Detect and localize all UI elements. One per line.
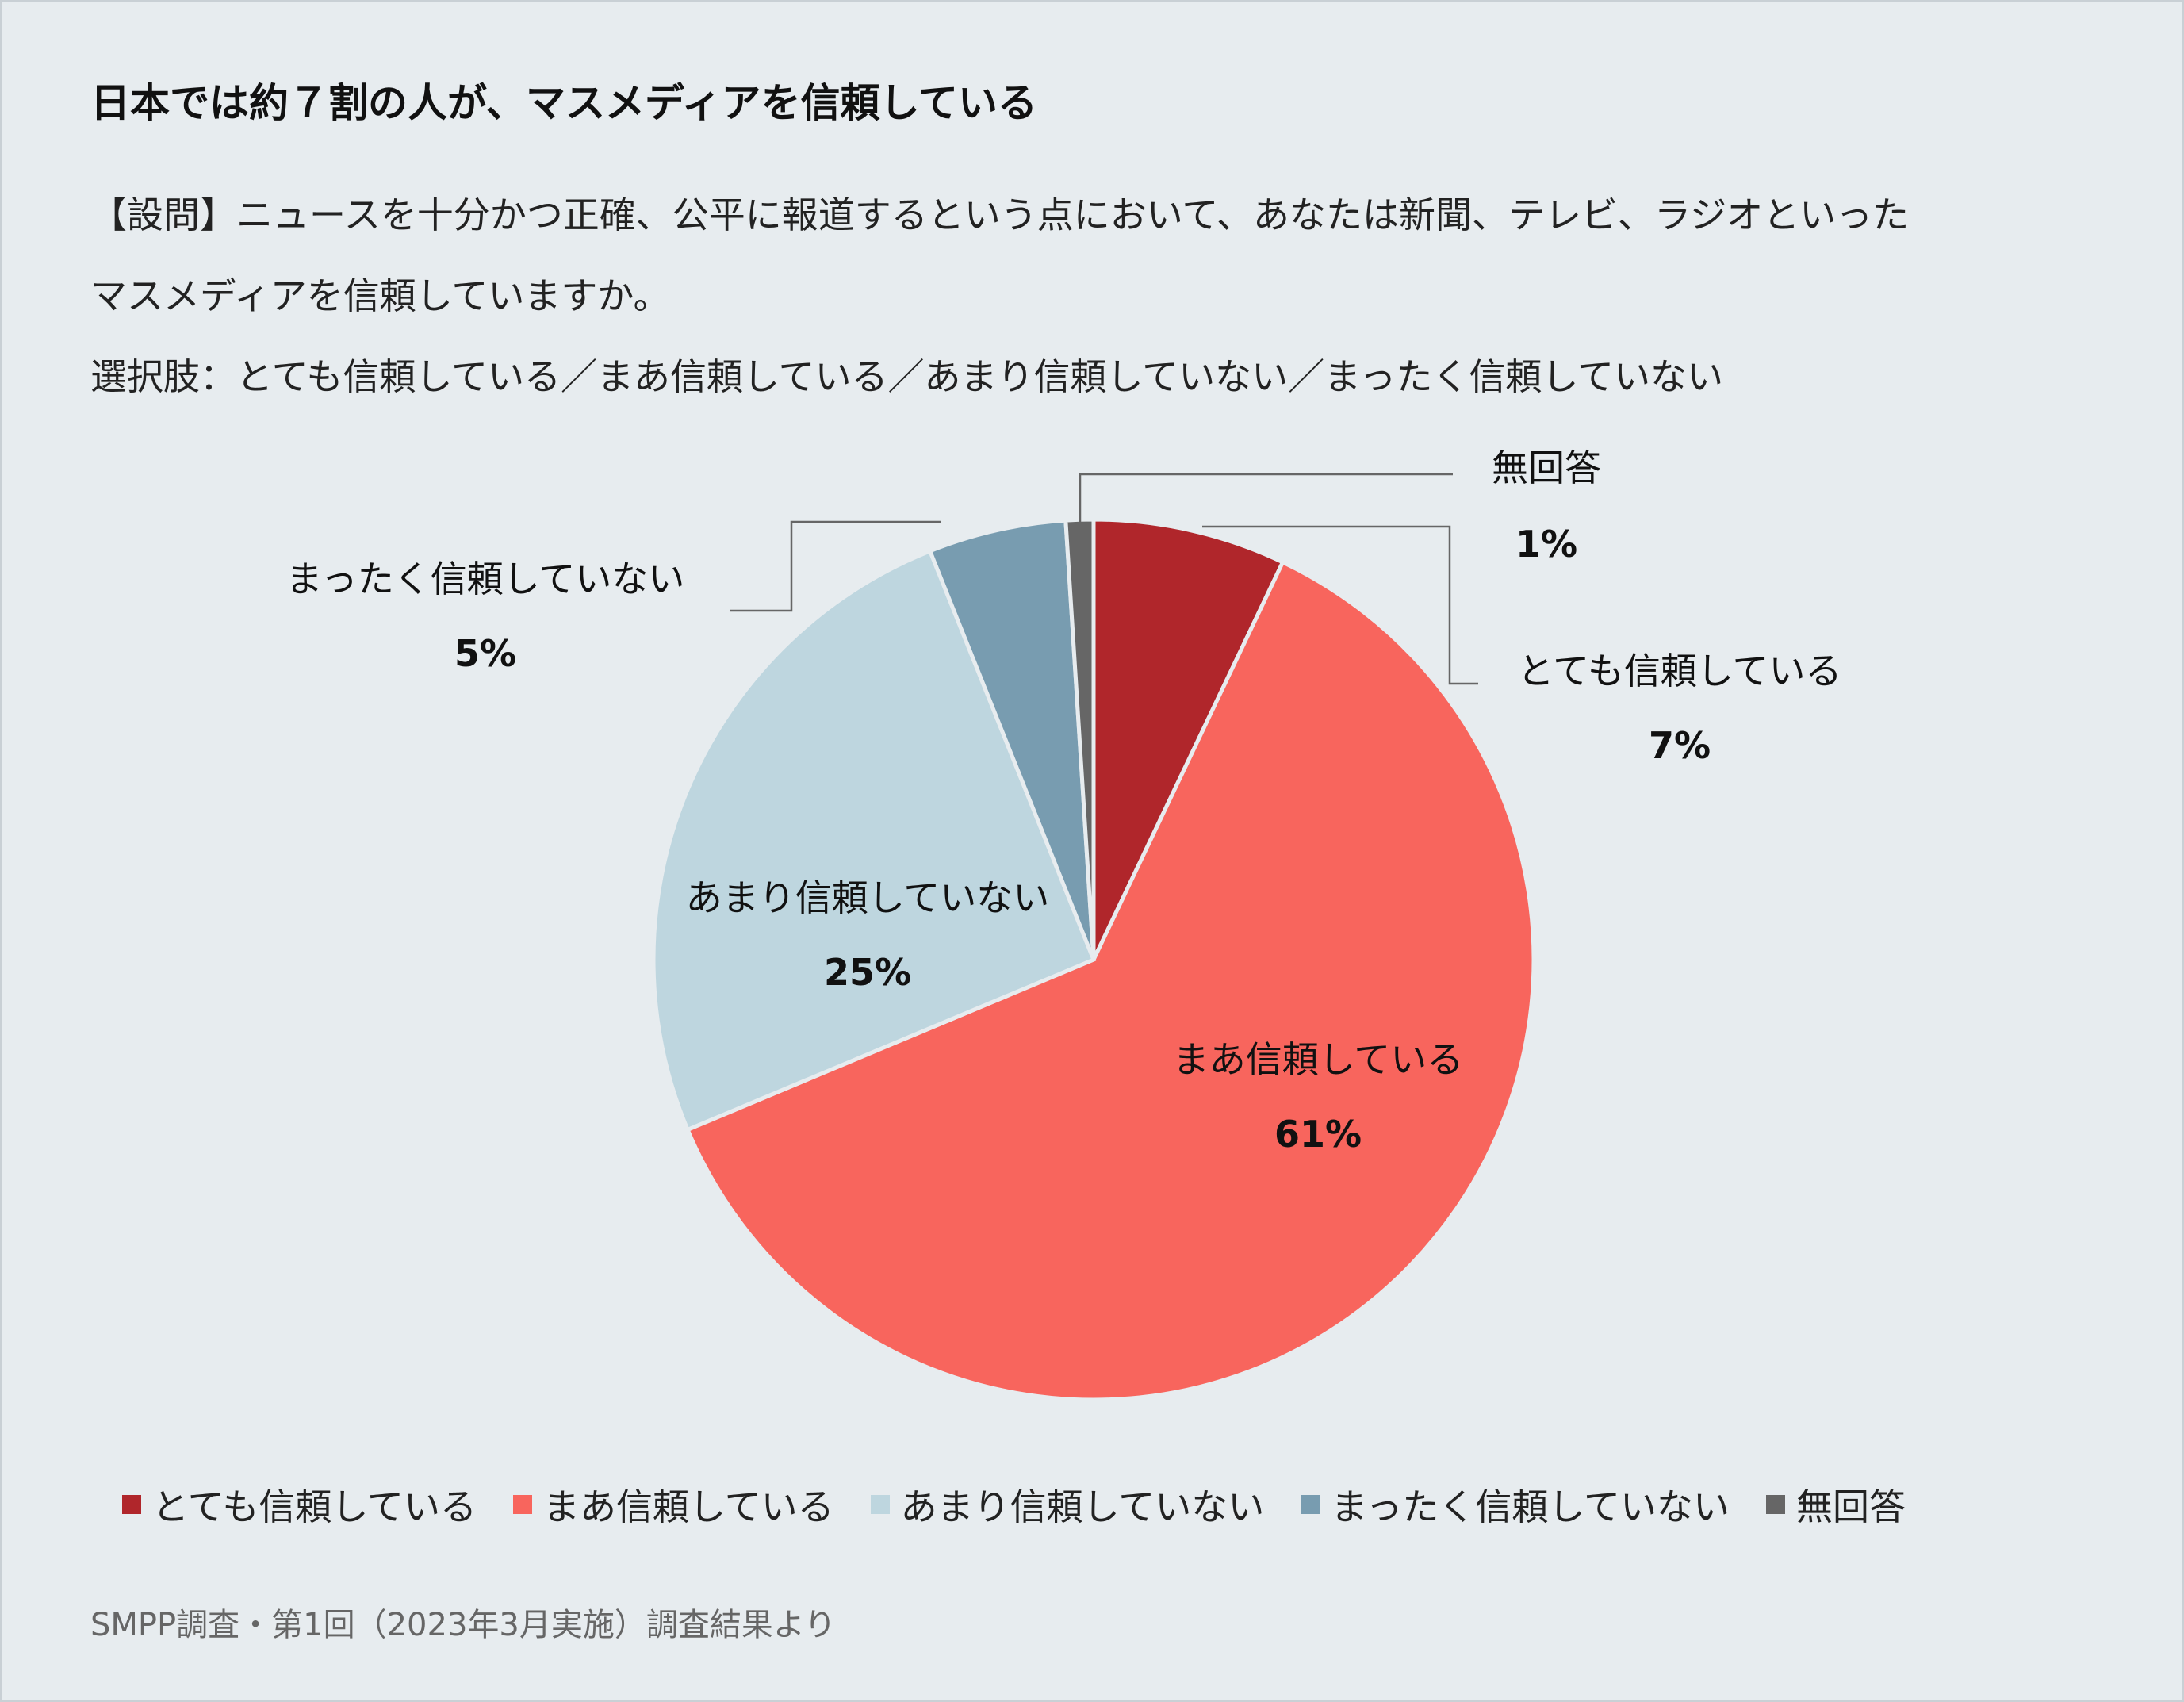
slice-somewhat-trust bbox=[684, 559, 1536, 1402]
legend-item-no-answer: 無回答 bbox=[1765, 1478, 1906, 1531]
legend-item-not-much-trust: あまり信頼していない bbox=[870, 1478, 1265, 1531]
survey-question: 【設問】ニュースを十分かつ正確、公平に報道するという点において、あなたは新聞、テ… bbox=[90, 174, 2121, 417]
question-line-3: 選択肢：とても信頼している／まあ信頼している／あまり信頼していない／まったく信頼… bbox=[90, 355, 1723, 398]
chart-title: 日本では約７割の人が、マスメディアを信頼している bbox=[90, 80, 1037, 126]
category-label-no-answer: 無回答 bbox=[1492, 447, 1601, 489]
leader-line-no-trust bbox=[730, 520, 941, 612]
value-label-somewhat-trust: 61% bbox=[1274, 1113, 1362, 1156]
legend-label: とても信頼している bbox=[152, 1485, 477, 1528]
legend-swatch bbox=[122, 1495, 141, 1514]
legend: とても信頼している まあ信頼している あまり信頼していない まったく信頼していな… bbox=[122, 1478, 1942, 1531]
legend-item-no-trust: まったく信頼していない bbox=[1301, 1478, 1730, 1531]
legend-swatch bbox=[1301, 1495, 1320, 1514]
slice-very-trust bbox=[1091, 517, 1285, 961]
legend-swatch bbox=[512, 1495, 532, 1514]
legend-label: 無回答 bbox=[1795, 1485, 1906, 1528]
legend-item-somewhat-trust: まあ信頼している bbox=[512, 1478, 834, 1531]
legend-item-very-trust: とても信頼している bbox=[122, 1478, 477, 1531]
category-label-very-trust: とても信頼している bbox=[1518, 650, 1842, 692]
category-label-not-much-trust: あまり信頼していない bbox=[686, 876, 1050, 919]
slice-not-much-trust bbox=[651, 548, 1097, 1133]
category-label-no-trust: まったく信頼していない bbox=[286, 558, 685, 600]
value-label-no-answer: 1% bbox=[1515, 523, 1577, 565]
leader-line-very-trust bbox=[1202, 525, 1478, 685]
value-label-not-much-trust: 25% bbox=[824, 951, 911, 994]
question-line-2: マスメディアを信頼していますか。 bbox=[90, 274, 670, 317]
legend-label: まったく信頼していない bbox=[1331, 1485, 1730, 1528]
source-note: SMPP調査・第1回（2023年3月実施）調査結果より bbox=[90, 1607, 837, 1643]
value-label-very-trust: 7% bbox=[1649, 724, 1711, 767]
leader-line-no-answer bbox=[1079, 473, 1453, 522]
legend-label: まあ信頼している bbox=[542, 1485, 834, 1528]
slice-no-trust bbox=[927, 518, 1096, 960]
legend-swatch bbox=[870, 1495, 890, 1514]
category-label-somewhat-trust: まあ信頼している bbox=[1173, 1038, 1464, 1081]
question-line-1: 【設問】ニュースを十分かつ正確、公平に報道するという点において、あなたは新聞、テ… bbox=[90, 194, 1910, 236]
legend-label: あまり信頼していない bbox=[900, 1485, 1265, 1528]
legend-swatch bbox=[1765, 1495, 1785, 1514]
value-label-no-trust: 5% bbox=[454, 632, 516, 675]
